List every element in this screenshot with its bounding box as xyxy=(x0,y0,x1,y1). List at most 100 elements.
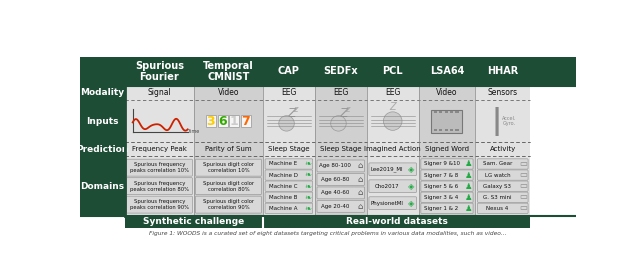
Bar xyxy=(456,129,459,131)
Bar xyxy=(315,156,367,216)
Bar xyxy=(263,142,315,156)
Text: Modality: Modality xyxy=(81,88,125,98)
Bar xyxy=(456,111,459,113)
Text: Prediction: Prediction xyxy=(76,145,129,154)
FancyBboxPatch shape xyxy=(477,170,528,180)
Bar xyxy=(263,216,531,228)
FancyBboxPatch shape xyxy=(195,159,261,176)
Text: ⌂: ⌂ xyxy=(357,175,362,184)
FancyBboxPatch shape xyxy=(421,170,473,180)
Text: ◈: ◈ xyxy=(408,165,415,174)
Text: Spurious digit color
correlation 90%: Spurious digit color correlation 90% xyxy=(203,199,254,210)
Text: Parity of Sum: Parity of Sum xyxy=(205,146,252,152)
Text: EEG: EEG xyxy=(333,88,348,98)
Bar xyxy=(476,142,531,156)
Text: ♟: ♟ xyxy=(465,159,472,169)
FancyBboxPatch shape xyxy=(421,192,473,202)
Text: Age 20-40: Age 20-40 xyxy=(321,204,349,209)
Text: ◈: ◈ xyxy=(408,182,415,191)
Text: Z: Z xyxy=(287,107,296,120)
Text: time: time xyxy=(189,129,200,134)
Text: Machine C: Machine C xyxy=(269,184,298,189)
Text: Domains: Domains xyxy=(81,182,125,191)
FancyBboxPatch shape xyxy=(265,181,313,191)
Bar xyxy=(218,115,228,127)
FancyBboxPatch shape xyxy=(317,173,365,185)
Text: Machine A: Machine A xyxy=(269,206,298,211)
FancyBboxPatch shape xyxy=(369,163,417,176)
FancyBboxPatch shape xyxy=(317,160,365,172)
Text: LSA64: LSA64 xyxy=(430,66,464,76)
Circle shape xyxy=(331,116,346,131)
FancyBboxPatch shape xyxy=(265,192,313,202)
Text: ▭: ▭ xyxy=(520,159,527,169)
FancyBboxPatch shape xyxy=(369,197,417,209)
Text: SEDFx: SEDFx xyxy=(323,66,358,76)
FancyBboxPatch shape xyxy=(317,187,365,199)
Bar xyxy=(206,115,216,127)
Bar xyxy=(194,156,263,216)
Text: Lee2019_MI: Lee2019_MI xyxy=(371,166,404,172)
Bar xyxy=(439,129,442,131)
Bar xyxy=(439,111,442,113)
Text: ❧: ❧ xyxy=(305,204,311,213)
Text: 1: 1 xyxy=(230,115,239,128)
Text: Sam. Gear: Sam. Gear xyxy=(483,162,512,166)
Text: LG watch: LG watch xyxy=(484,173,510,178)
FancyBboxPatch shape xyxy=(317,200,365,212)
Bar xyxy=(229,115,239,127)
Bar xyxy=(367,100,419,142)
FancyBboxPatch shape xyxy=(127,196,193,213)
Text: ♟: ♟ xyxy=(465,204,472,213)
Bar xyxy=(419,156,476,216)
FancyBboxPatch shape xyxy=(127,178,193,195)
FancyBboxPatch shape xyxy=(477,159,528,169)
FancyBboxPatch shape xyxy=(421,181,473,191)
Text: HHAR: HHAR xyxy=(487,66,518,76)
Text: Nexus 4: Nexus 4 xyxy=(486,206,508,211)
Text: 3: 3 xyxy=(207,115,215,128)
FancyBboxPatch shape xyxy=(195,196,261,213)
Bar xyxy=(125,142,194,156)
FancyBboxPatch shape xyxy=(477,192,528,202)
Bar xyxy=(263,156,315,216)
Text: z: z xyxy=(345,105,349,114)
FancyBboxPatch shape xyxy=(127,159,193,176)
Bar xyxy=(367,86,419,100)
Text: ▭: ▭ xyxy=(520,204,527,213)
Circle shape xyxy=(279,116,294,131)
Bar xyxy=(445,129,448,131)
Text: Figure 1: WOODS is a curated set of eight datasets targeting critical problems i: Figure 1: WOODS is a curated set of eigh… xyxy=(149,231,507,236)
FancyBboxPatch shape xyxy=(477,181,528,191)
Bar xyxy=(445,111,448,113)
FancyBboxPatch shape xyxy=(265,159,313,169)
Bar xyxy=(315,100,367,142)
Bar xyxy=(80,57,576,86)
Bar xyxy=(241,115,251,127)
Text: Machine E: Machine E xyxy=(269,162,298,166)
Text: Signer 1 & 2: Signer 1 & 2 xyxy=(424,206,459,211)
Bar xyxy=(476,86,531,100)
Bar xyxy=(476,156,531,216)
Text: Signal: Signal xyxy=(148,88,172,98)
Bar xyxy=(125,156,194,216)
Text: 6: 6 xyxy=(218,115,227,128)
Bar xyxy=(80,86,125,216)
Text: Spurious
Fourier: Spurious Fourier xyxy=(135,61,184,82)
Text: PhysionetMI: PhysionetMI xyxy=(371,201,404,206)
Bar xyxy=(315,142,367,156)
Text: EEG: EEG xyxy=(281,88,296,98)
Text: ♟: ♟ xyxy=(465,170,472,180)
Text: ▭: ▭ xyxy=(520,193,527,202)
Bar xyxy=(263,100,315,142)
Text: Sensors: Sensors xyxy=(488,88,518,98)
Text: Z: Z xyxy=(340,107,348,120)
FancyBboxPatch shape xyxy=(265,203,313,214)
Bar xyxy=(367,142,419,156)
Bar xyxy=(125,216,263,228)
Text: Age 80-100: Age 80-100 xyxy=(319,163,351,169)
Text: Z: Z xyxy=(389,102,396,112)
Text: Spurious frequency
peaks correlation 10%: Spurious frequency peaks correlation 10% xyxy=(130,162,189,173)
Bar xyxy=(419,100,476,142)
Text: Video: Video xyxy=(436,88,458,98)
